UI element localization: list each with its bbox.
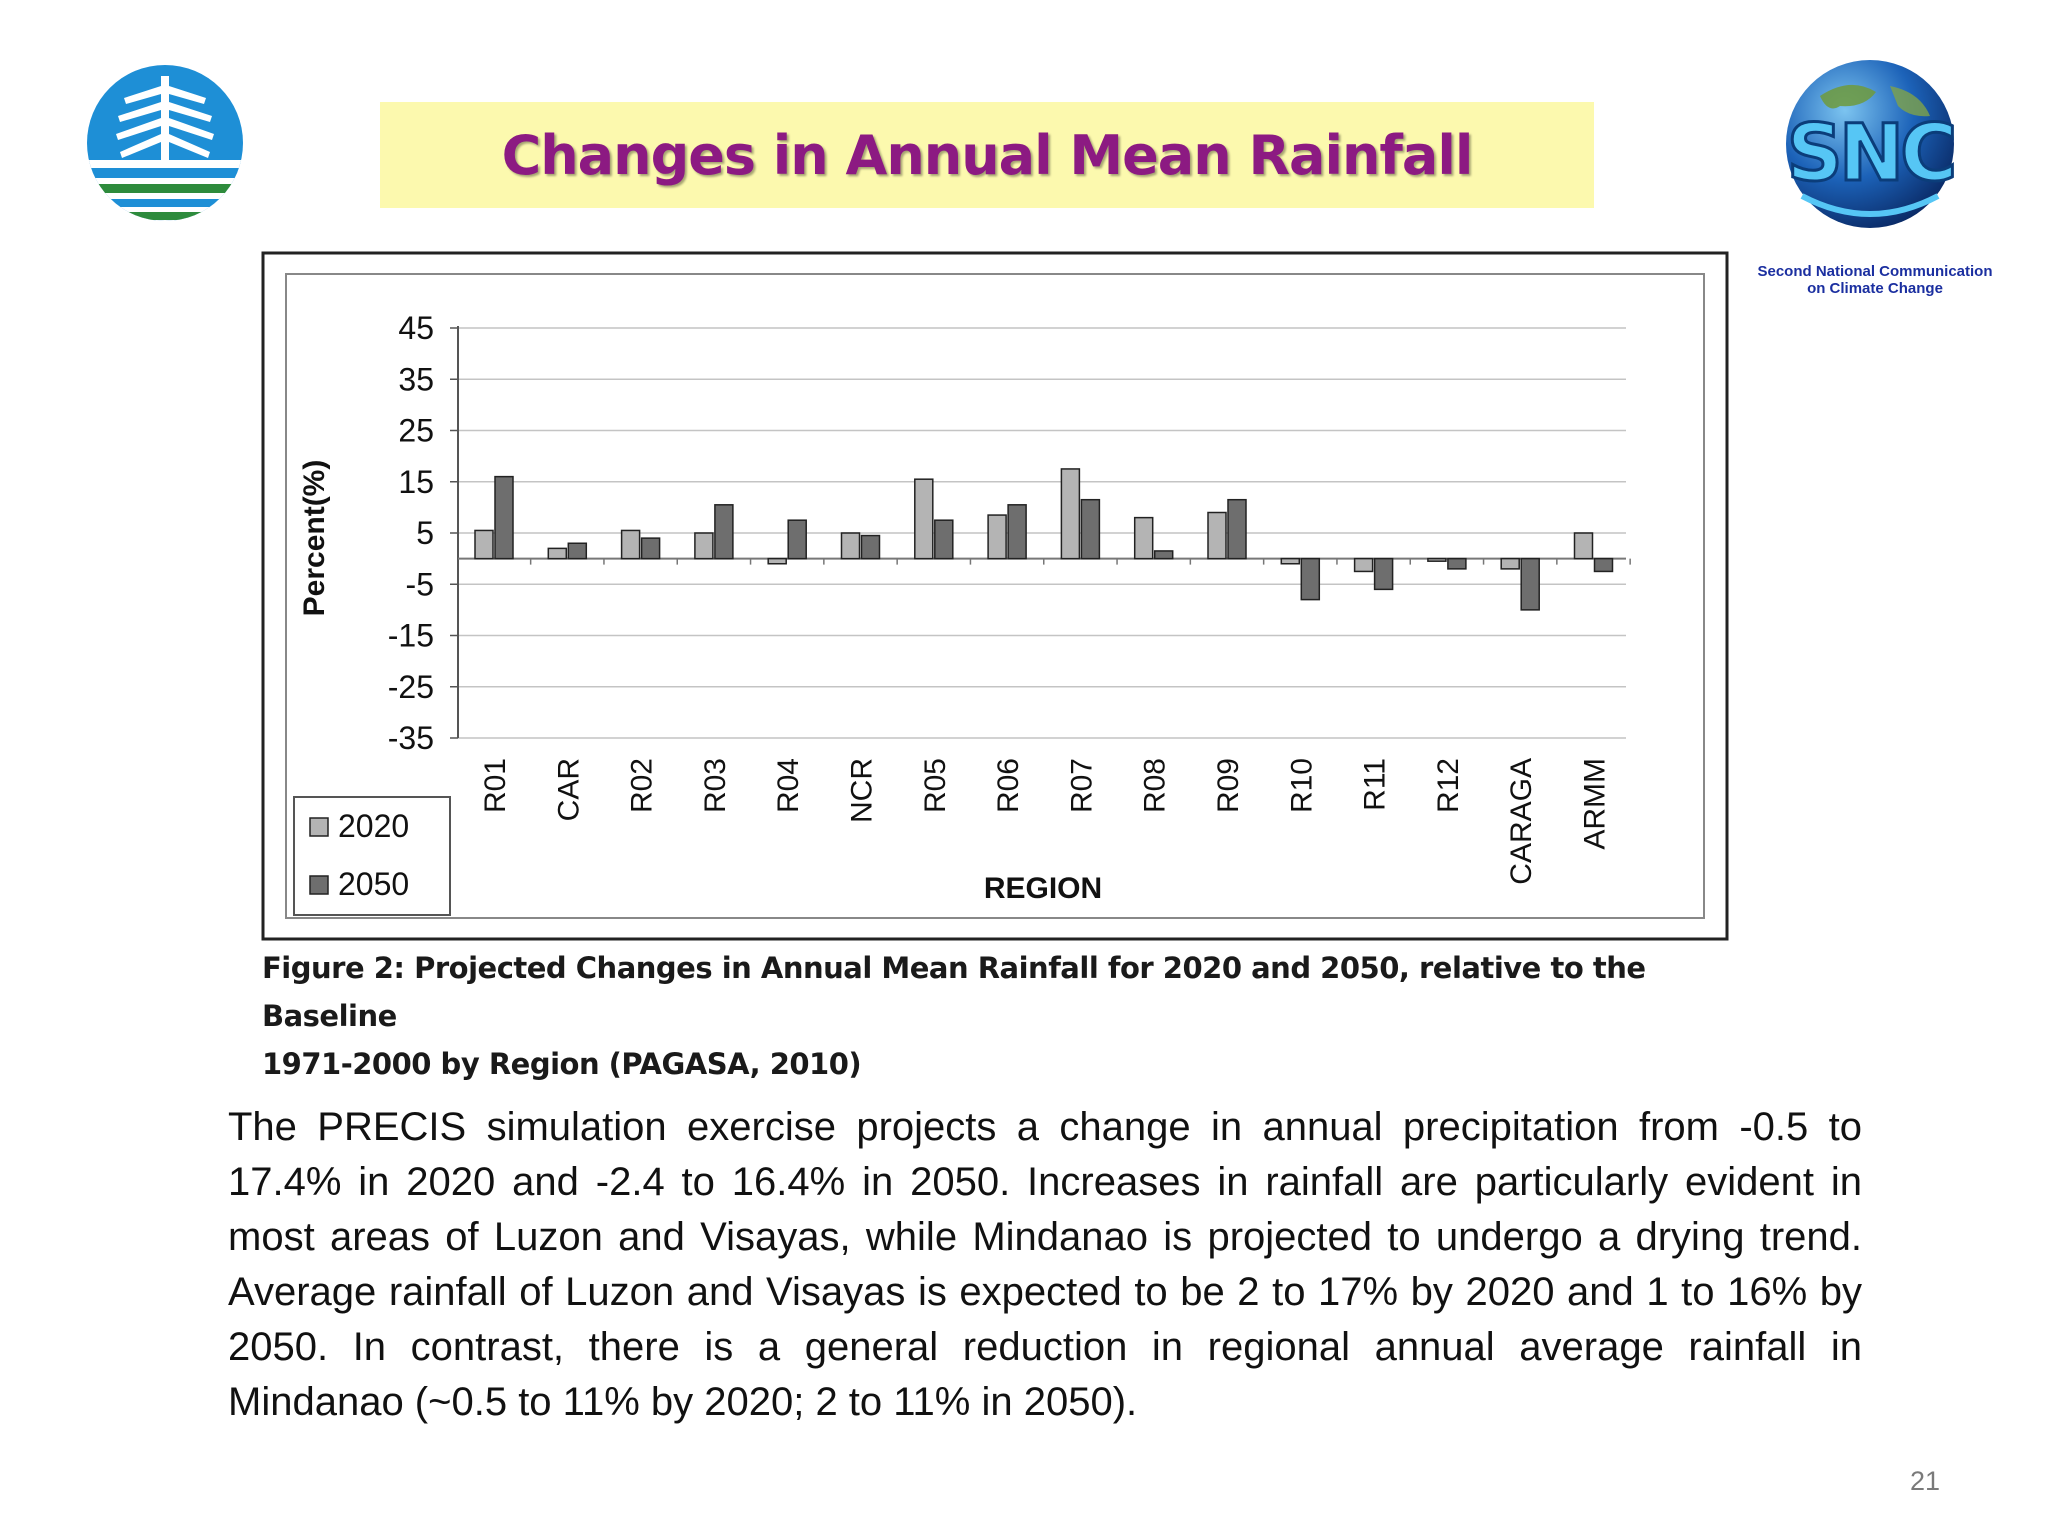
y-axis-title: Percent(%) (298, 460, 331, 617)
figure-caption-label: Figure 2: (262, 951, 405, 985)
x-category-label: R02 (626, 758, 659, 813)
x-category-label: R11 (1359, 758, 1392, 811)
bar-2020-R06 (987, 514, 1007, 560)
bar-2020-R10 (1280, 557, 1301, 565)
legend-label-2020: 2020 (338, 808, 409, 844)
snc-caption-line1: Second National Communication (1757, 263, 1993, 280)
title-banner: Changes in Annual Mean Rainfall (380, 102, 1594, 208)
rainfall-bar-chart: 45 35 25 15 5 -5 -15 -25 -35 R01 CAR R02 R03 R04 NCR R0… (261, 251, 1729, 941)
legend-swatch-2020 (309, 817, 329, 837)
bar-2020-CAR (547, 547, 568, 560)
bar-2050-R11 (1373, 557, 1394, 591)
bar-2020-R11 (1353, 557, 1374, 573)
body-paragraph: The PRECIS simulation exercise projects … (228, 1105, 1862, 1424)
bar-2020-R02 (620, 529, 641, 560)
y-tick-label: 5 (416, 515, 434, 551)
bar-2050-R01 (494, 475, 514, 560)
x-category-label: R01 (479, 758, 512, 813)
chart-labels: 45 35 25 15 5 -5 -15 -25 -35 R01 CAR R02 R03 R04 NCR R0… (388, 310, 1612, 885)
legend-label-2050: 2050 (338, 866, 409, 902)
x-category-label: R07 (1065, 758, 1098, 813)
bar-2050-R04 (787, 519, 807, 560)
chart-bars (474, 468, 1614, 611)
y-tick-label: 25 (398, 413, 434, 449)
x-category-label: NCR (846, 758, 879, 823)
snc-caption-line2: on Climate Change (1807, 280, 1943, 297)
bar-2020-R08 (1133, 516, 1154, 560)
bar-2050-R07 (1080, 498, 1101, 560)
bar-2020-R07 (1060, 468, 1081, 560)
figure-caption-line1: Projected Changes in Annual Mean Rainfal… (262, 951, 1646, 1033)
x-axis-title: REGION (984, 872, 1102, 905)
y-tick-label: 45 (398, 310, 434, 346)
bar-2050-R05 (934, 519, 954, 560)
snc-logo: SNC (1785, 60, 1959, 228)
bar-2020-R04 (767, 557, 787, 565)
x-category-label: R10 (1285, 758, 1318, 813)
bar-2020-NCR (840, 532, 861, 560)
x-category-label: CAR (552, 758, 585, 821)
snc-logo-caption: Second National Communication on Climate… (1710, 263, 2040, 297)
x-category-label: R05 (919, 758, 952, 813)
bar-2050-R10 (1300, 557, 1321, 601)
bar-2020-R05 (914, 478, 934, 560)
x-category-label: R06 (992, 758, 1025, 813)
y-tick-label: -5 (406, 566, 434, 602)
x-category-label: R12 (1432, 758, 1465, 813)
bar-2050-R12 (1447, 557, 1467, 570)
bar-2050-R02 (640, 537, 661, 560)
y-tick-label: -35 (388, 720, 434, 756)
y-tick-label: -25 (388, 669, 434, 705)
page-number: 21 (1910, 1466, 1941, 1496)
bar-2020-R03 (694, 532, 714, 560)
bar-2050-R09 (1227, 498, 1247, 560)
bar-2050-CAR (567, 542, 588, 560)
bar-2050-R03 (714, 504, 734, 560)
bar-2050-CARAGA (1520, 557, 1540, 611)
grid-lines (458, 327, 1626, 739)
bar-2020-R09 (1207, 511, 1227, 560)
agency-logo (87, 65, 243, 221)
x-category-label: R09 (1212, 758, 1245, 813)
x-category-label: ARMM (1579, 758, 1612, 850)
bar-2050-R08 (1153, 550, 1174, 560)
y-tick-label: -15 (388, 618, 434, 654)
bar-2050-ARMM (1593, 557, 1614, 573)
bar-2020-R12 (1427, 557, 1447, 562)
chart-plot-frame (285, 273, 1705, 919)
chart-legend: 2020 2050 (293, 796, 451, 916)
bar-2020-ARMM (1573, 532, 1594, 560)
legend-swatch-2050 (309, 875, 329, 895)
bar-2020-CARAGA (1500, 557, 1520, 570)
y-tick-label: 35 (398, 361, 434, 397)
legend-box (293, 796, 451, 916)
x-category-label: R08 (1139, 758, 1172, 813)
snc-logo-letters: SNC (1787, 109, 1954, 199)
bar-2020-R01 (474, 529, 494, 560)
bar-2050-NCR (860, 534, 881, 560)
figure-caption: Figure 2: Projected Changes in Annual Me… (262, 944, 1782, 1088)
slide-title: Changes in Annual Mean Rainfall (501, 123, 1474, 187)
bar-2050-R06 (1007, 504, 1027, 560)
figure-caption-line2: 1971-2000 by Region (PAGASA, 2010) (262, 1047, 862, 1081)
x-category-label: R03 (699, 758, 732, 813)
y-tick-label: 15 (398, 464, 434, 500)
x-category-label: R04 (772, 758, 805, 813)
x-category-label: CARAGA (1505, 758, 1538, 885)
